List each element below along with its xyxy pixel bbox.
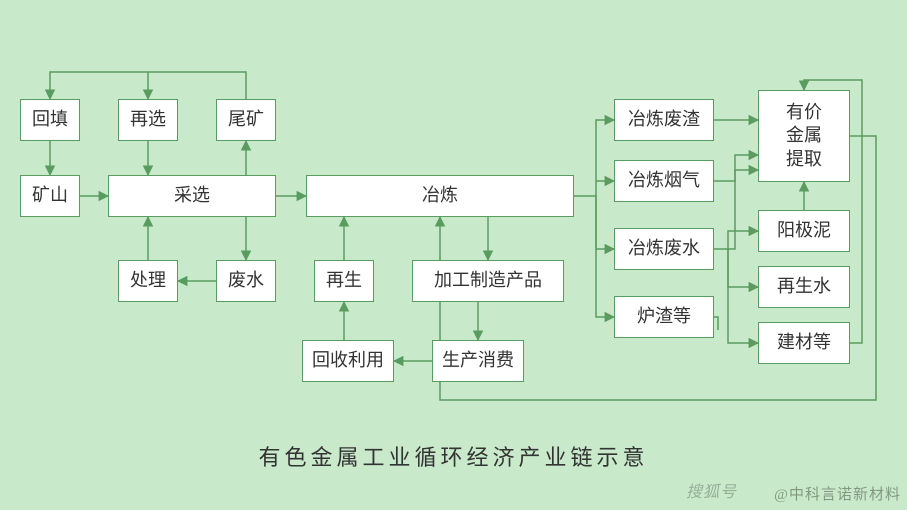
diagram-title: 有色金属工业循环经济产业链示意: [0, 440, 907, 472]
node-feishui2: 冶炼废水: [614, 228, 714, 270]
node-xiaofei: 生产消费: [432, 340, 524, 382]
edge-feishui2-youjia: [714, 170, 758, 249]
node-caixuan: 采选: [108, 175, 276, 217]
node-weik: 尾矿: [216, 99, 276, 141]
node-jiagong: 加工制造产品: [412, 260, 564, 302]
edge-feishui2-zss: [728, 249, 758, 287]
node-zss: 再生水: [758, 266, 850, 308]
edge-yanqi-youjia: [714, 155, 758, 181]
edge-weik-huitian: [50, 72, 246, 99]
node-huishou: 回收利用: [302, 340, 394, 382]
node-feishui: 废水: [216, 260, 276, 302]
node-luzha: 炉渣等: [614, 296, 714, 338]
node-zaixuan: 再选: [118, 99, 178, 141]
node-huitian: 回填: [20, 99, 80, 141]
node-yanqi: 冶炼烟气: [614, 160, 714, 202]
node-zaisheng: 再生: [314, 260, 374, 302]
node-chuli: 处理: [118, 260, 178, 302]
node-kuangshan: 矿山: [20, 175, 80, 217]
edge-feishui2-jiancai: [728, 249, 758, 343]
watermark-logo: 搜狐号: [686, 478, 737, 502]
node-jiancai: 建材等: [758, 322, 850, 364]
diagram-canvas: 回填再选尾矿矿山采选冶炼处理废水再生加工制造产品回收利用生产消费 冶炼废渣冶炼烟气…: [0, 0, 907, 510]
edges-layer: [0, 0, 907, 510]
edge-feishui2-yangji: [728, 231, 758, 249]
node-yangji: 阳极泥: [758, 210, 850, 252]
node-feizha: 冶炼废渣: [614, 99, 714, 141]
node-youjia: 有价 金属 提取: [758, 90, 850, 182]
edge-fork-feizha: [596, 120, 614, 196]
edge-fork-feishui2: [596, 196, 614, 249]
edge-luzha-jiancai_a: [714, 317, 718, 330]
edge-fork-luzha: [596, 196, 614, 317]
watermark-text: @中科言诺新材料: [774, 483, 901, 504]
node-yelian: 冶炼: [306, 175, 574, 217]
